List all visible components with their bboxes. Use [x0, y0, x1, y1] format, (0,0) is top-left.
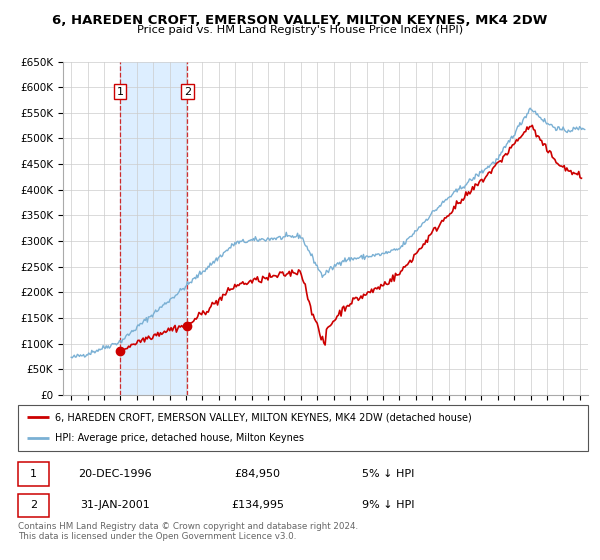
Text: 2: 2	[30, 501, 37, 511]
Bar	[120, 62, 187, 395]
Text: Price paid vs. HM Land Registry's House Price Index (HPI): Price paid vs. HM Land Registry's House …	[137, 25, 463, 35]
Bar	[18, 493, 49, 517]
Text: 6, HAREDEN CROFT, EMERSON VALLEY, MILTON KEYNES, MK4 2DW (detached house): 6, HAREDEN CROFT, EMERSON VALLEY, MILTON…	[55, 412, 472, 422]
Text: 1: 1	[116, 87, 124, 96]
Bar	[18, 462, 49, 486]
Text: 20-DEC-1996: 20-DEC-1996	[78, 469, 152, 479]
Text: HPI: Average price, detached house, Milton Keynes: HPI: Average price, detached house, Milt…	[55, 433, 304, 444]
Text: 31-JAN-2001: 31-JAN-2001	[80, 501, 150, 511]
Text: 5% ↓ HPI: 5% ↓ HPI	[362, 469, 415, 479]
Text: 6, HAREDEN CROFT, EMERSON VALLEY, MILTON KEYNES, MK4 2DW: 6, HAREDEN CROFT, EMERSON VALLEY, MILTON…	[52, 14, 548, 27]
Text: £134,995: £134,995	[231, 501, 284, 511]
Text: 9% ↓ HPI: 9% ↓ HPI	[362, 501, 415, 511]
Text: £84,950: £84,950	[235, 469, 280, 479]
Text: Contains HM Land Registry data © Crown copyright and database right 2024.
This d: Contains HM Land Registry data © Crown c…	[18, 522, 358, 542]
Text: 1: 1	[30, 469, 37, 479]
Text: 2: 2	[184, 87, 191, 96]
